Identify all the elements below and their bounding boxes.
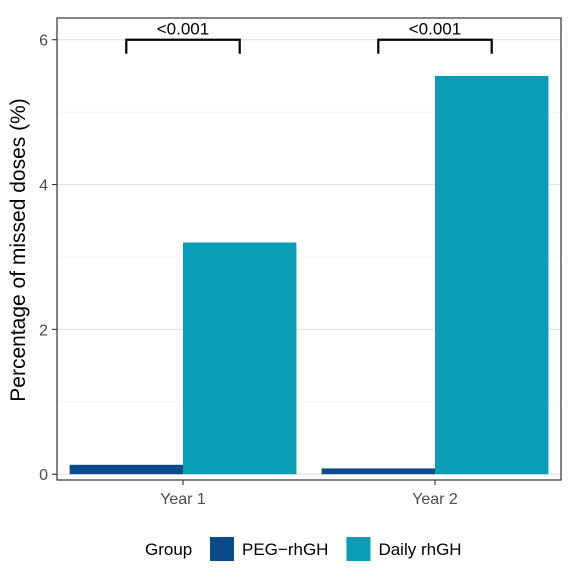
- x-axis: Year 1 Year 2: [160, 480, 458, 508]
- y-tick-label: 4: [39, 178, 48, 195]
- p-value-label: <0.001: [157, 20, 209, 39]
- legend-key: [210, 537, 234, 561]
- bar: [69, 464, 183, 475]
- y-axis-title: Percentage of missed doses (%): [7, 98, 30, 401]
- legend-title: Group: [145, 540, 192, 559]
- legend: Group PEG−rhGH Daily rhGH: [145, 537, 462, 561]
- x-tick-label: Year 2: [412, 491, 458, 508]
- significance-annotations: <0.001 <0.001: [125, 20, 493, 54]
- y-tick-label: 2: [39, 322, 48, 339]
- significance-bracket: [377, 38, 493, 54]
- bar: [321, 468, 435, 475]
- legend-label: Daily rhGH: [378, 540, 461, 559]
- y-tick-label: 6: [39, 33, 48, 50]
- bars: [69, 75, 549, 475]
- legend-key: [346, 537, 371, 561]
- bar: [435, 75, 549, 475]
- legend-label: PEG−rhGH: [242, 540, 328, 559]
- y-tick-label: 0: [39, 467, 48, 484]
- y-axis: 0 2 4 6: [39, 33, 57, 484]
- panel-border: [56, 17, 562, 481]
- x-tick-label: Year 1: [160, 491, 206, 508]
- bar: [183, 242, 297, 475]
- p-value-label: <0.001: [409, 20, 461, 39]
- significance-bracket: [125, 38, 241, 54]
